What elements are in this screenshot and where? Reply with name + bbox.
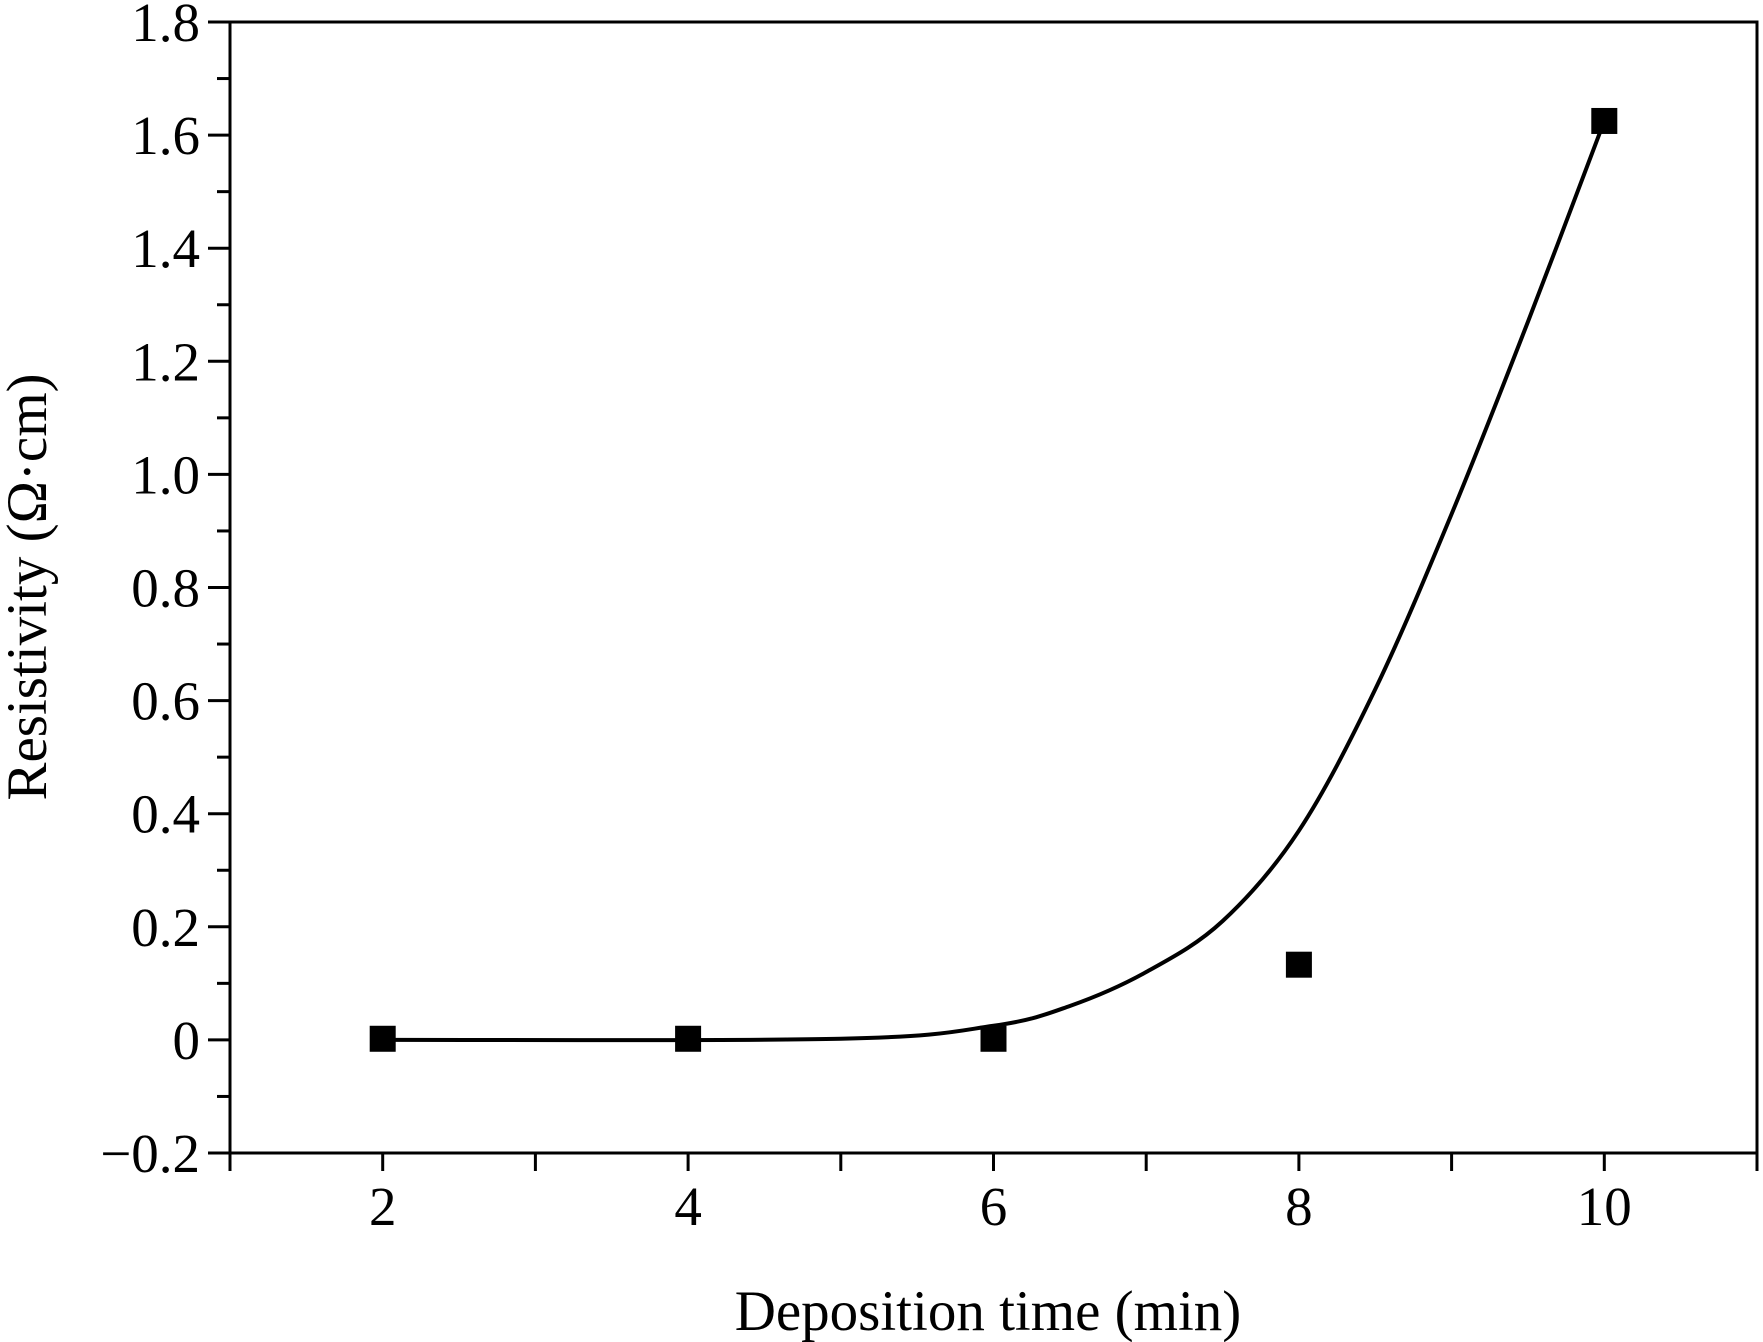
plot-border bbox=[228, 20, 1759, 1155]
x-axis-tick-labels: 2 4 6 8 10 bbox=[369, 1176, 1632, 1237]
x-tick-label: 8 bbox=[1285, 1176, 1313, 1237]
y-tick-label: 1.8 bbox=[131, 0, 200, 53]
y-axis-tick-labels: −0.2 0 0.2 0.4 0.6 0.8 1.0 1.2 1.4 1.6 1.8 bbox=[100, 0, 200, 1184]
y-tick-label: 0.4 bbox=[131, 784, 200, 845]
x-tick-label: 10 bbox=[1577, 1176, 1632, 1237]
fit-line bbox=[382, 120, 1607, 1043]
y-tick-label: 1.6 bbox=[131, 105, 200, 166]
y-axis-ticks bbox=[208, 20, 230, 1155]
y-tick-label: −0.2 bbox=[100, 1123, 200, 1184]
data-point-marker bbox=[675, 1025, 702, 1052]
y-tick-label: 1.4 bbox=[131, 218, 200, 279]
y-tick-label: 0 bbox=[173, 1010, 201, 1071]
x-axis-ticks bbox=[228, 1153, 1759, 1171]
data-point-marker bbox=[980, 1025, 1007, 1052]
data-markers bbox=[369, 107, 1618, 1052]
x-tick-label: 6 bbox=[980, 1176, 1008, 1237]
y-axis-title: Resistivity (Ω·cm) bbox=[0, 373, 59, 800]
data-point-marker bbox=[369, 1025, 396, 1052]
x-axis-title: Deposition time (min) bbox=[735, 1280, 1242, 1342]
y-tick-label: 0.2 bbox=[131, 897, 200, 958]
y-tick-label: 1.2 bbox=[131, 331, 200, 392]
y-tick-label: 1.0 bbox=[131, 444, 200, 505]
x-tick-label: 4 bbox=[674, 1176, 702, 1237]
y-tick-label: 0.8 bbox=[131, 558, 200, 619]
data-point-marker bbox=[1591, 107, 1618, 134]
plot-frame bbox=[228, 20, 1759, 1155]
data-point-marker bbox=[1285, 951, 1312, 978]
fit-curve bbox=[382, 120, 1607, 1043]
x-tick-label: 2 bbox=[369, 1176, 397, 1237]
y-tick-label: 0.6 bbox=[131, 671, 200, 732]
